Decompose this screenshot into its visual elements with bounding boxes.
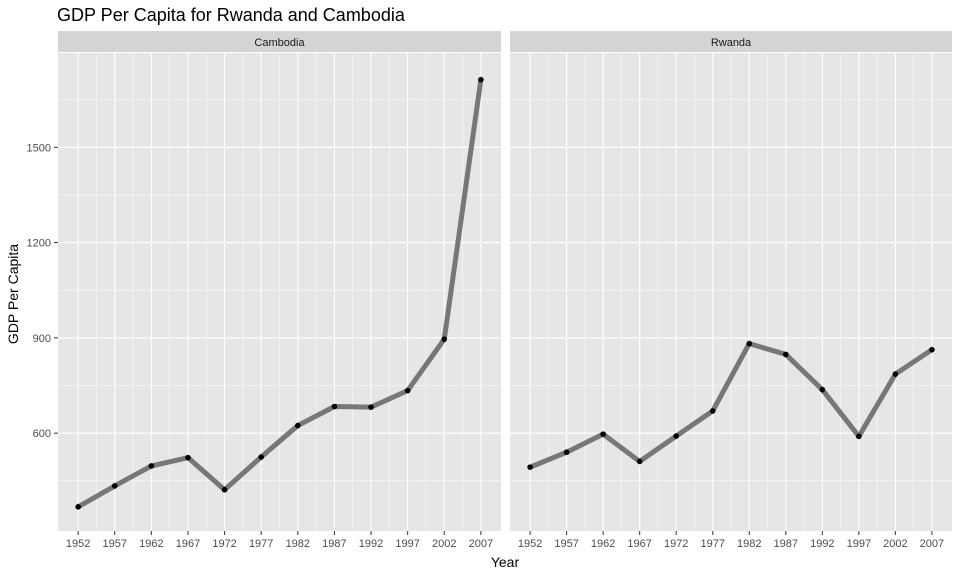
facet-strip [58, 31, 501, 52]
data-point [295, 422, 301, 429]
x-tick-label: 1972 [664, 538, 688, 550]
data-point [709, 408, 716, 414]
x-tick-label: 2002 [883, 538, 907, 550]
data-point [527, 464, 533, 470]
data-point [782, 351, 789, 358]
data-point [221, 486, 228, 493]
x-tick-label: 1997 [395, 538, 419, 550]
facet-strip [510, 31, 952, 52]
data-point [856, 433, 862, 440]
x-tick-label: 1977 [700, 538, 724, 550]
x-tick-label: 2007 [920, 538, 944, 550]
data-point [478, 76, 484, 83]
x-tick-label: 2007 [469, 538, 493, 550]
data-point [636, 458, 643, 465]
data-point [111, 483, 118, 489]
x-tick-label: 1967 [176, 538, 200, 550]
x-tick-label: 1962 [591, 538, 615, 550]
data-point [929, 346, 935, 353]
data-point [185, 454, 191, 461]
facet-strip-label: Rwanda [711, 37, 752, 49]
x-tick-label: 1962 [139, 538, 163, 550]
facet-strip-label: Cambodia [254, 37, 305, 49]
data-point [331, 403, 338, 410]
x-tick-label: 1987 [774, 538, 798, 550]
y-tick-label: 900 [33, 333, 51, 345]
y-tick-label: 1200 [27, 238, 51, 250]
x-tick-label: 1987 [322, 538, 346, 550]
facet-panel-cambodia: Cambodia 1952 1957 1962 1967 1972 1977 1982 1987… [27, 31, 501, 550]
y-axis-title: GDP Per Capita [5, 244, 21, 344]
data-point [368, 404, 374, 410]
x-tick-label: 1952 [66, 538, 90, 550]
x-tick-label: 1957 [554, 538, 578, 550]
data-point [148, 463, 155, 469]
data-point [75, 504, 81, 510]
data-point [441, 336, 448, 342]
x-tick-label: 2002 [432, 538, 456, 550]
facet-panel-rwanda: Rwanda 1952 1957 1962 1967 1972 1977 1982 1987 19… [510, 31, 952, 550]
data-point [819, 386, 826, 393]
x-tick-label: 1982 [737, 538, 761, 550]
data-point [404, 387, 411, 394]
chart-title: GDP Per Capita for Rwanda and Cambodia [57, 5, 406, 25]
data-point [746, 340, 753, 347]
data-point [600, 431, 606, 437]
x-tick-label: 1967 [627, 538, 651, 550]
data-point [892, 371, 899, 377]
x-tick-label: 1992 [359, 538, 383, 550]
y-tick-label: 1500 [27, 142, 51, 154]
x-tick-label: 1982 [286, 538, 310, 550]
x-tick-label: 1992 [810, 538, 834, 550]
series-line-cambodia [76, 79, 484, 510]
data-point [563, 449, 570, 456]
x-tick-label: 1997 [847, 538, 871, 550]
y-tick-label: 600 [33, 428, 51, 440]
x-tick-label: 1957 [103, 538, 127, 550]
facet-panels: Cambodia 1952 1957 1962 1967 1972 1977 1982 1987… [27, 31, 952, 550]
data-point [673, 433, 680, 439]
series-line-rwanda [529, 341, 934, 470]
x-tick-label: 1952 [518, 538, 542, 550]
x-tick-label: 1977 [249, 538, 273, 550]
x-axis-title: Year [491, 554, 520, 570]
data-point [258, 454, 264, 460]
x-tick-label: 1972 [212, 538, 236, 550]
